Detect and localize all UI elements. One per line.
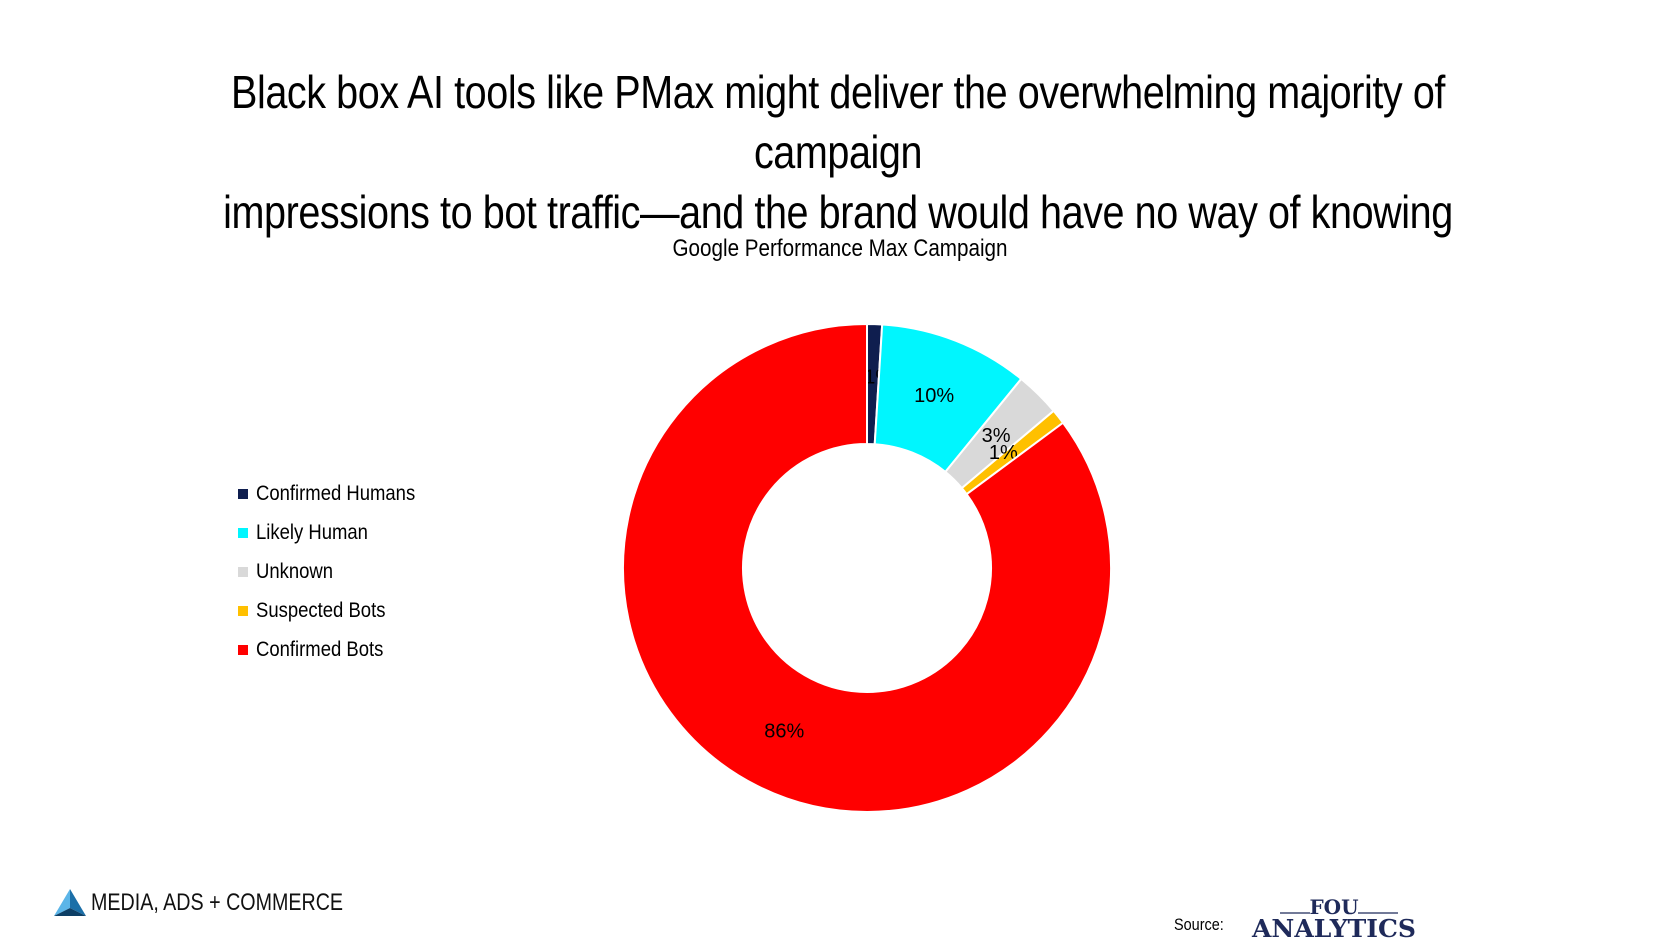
- legend-swatch: [238, 605, 248, 616]
- legend-label: Unknown: [256, 559, 334, 583]
- chart-title: Google Performance Max Campaign: [672, 235, 1008, 262]
- legend-label: Suspected Bots: [256, 598, 386, 622]
- legend-swatch: [238, 566, 248, 577]
- legend-item-suspected-bots: Suspected Bots: [238, 591, 437, 630]
- triangle-logo-icon: [54, 889, 86, 916]
- data-label-confirmed-bots: 86%: [764, 721, 804, 743]
- fou-logo-bottom: ANALYTICS: [1251, 914, 1416, 941]
- data-label-suspected-bots: 1%: [989, 442, 1018, 464]
- legend-item-unknown: Unknown: [238, 552, 437, 591]
- donut-slice-confirmed-bots: [622, 322, 1112, 813]
- data-label-unknown: 3%: [982, 425, 1011, 447]
- headline-line-2: impressions to bot traffic—and the brand…: [223, 186, 1453, 238]
- fou-logo-top: FOU: [1309, 895, 1358, 919]
- source-label: Source:: [1174, 915, 1224, 934]
- fou-analytics-logo: FOU ANALYTICS: [1251, 895, 1416, 941]
- legend-label: Likely Human: [256, 520, 368, 544]
- legend-swatch: [238, 488, 248, 499]
- legend-item-likely-human: Likely Human: [238, 513, 437, 552]
- legend-label: Confirmed Humans: [256, 481, 416, 505]
- brand-text: MEDIA, ADS + COMMERCE: [91, 889, 344, 916]
- legend-swatch: [238, 644, 248, 655]
- legend-label: Confirmed Bots: [256, 637, 384, 661]
- chart-legend: Confirmed Humans Likely Human Unknown Suspe…: [238, 474, 437, 669]
- headline-line-1: Black box AI tools like PMax might deliv…: [231, 66, 1445, 178]
- data-label-likely-human: 10%: [914, 385, 954, 407]
- legend-swatch: [238, 527, 248, 538]
- legend-item-confirmed-humans: Confirmed Humans: [238, 474, 437, 513]
- headline: Black box AI tools like PMax might deliv…: [152, 62, 1525, 242]
- legend-item-confirmed-bots: Confirmed Bots: [238, 630, 437, 669]
- brand-logo: MEDIA, ADS + COMMERCE: [53, 888, 398, 918]
